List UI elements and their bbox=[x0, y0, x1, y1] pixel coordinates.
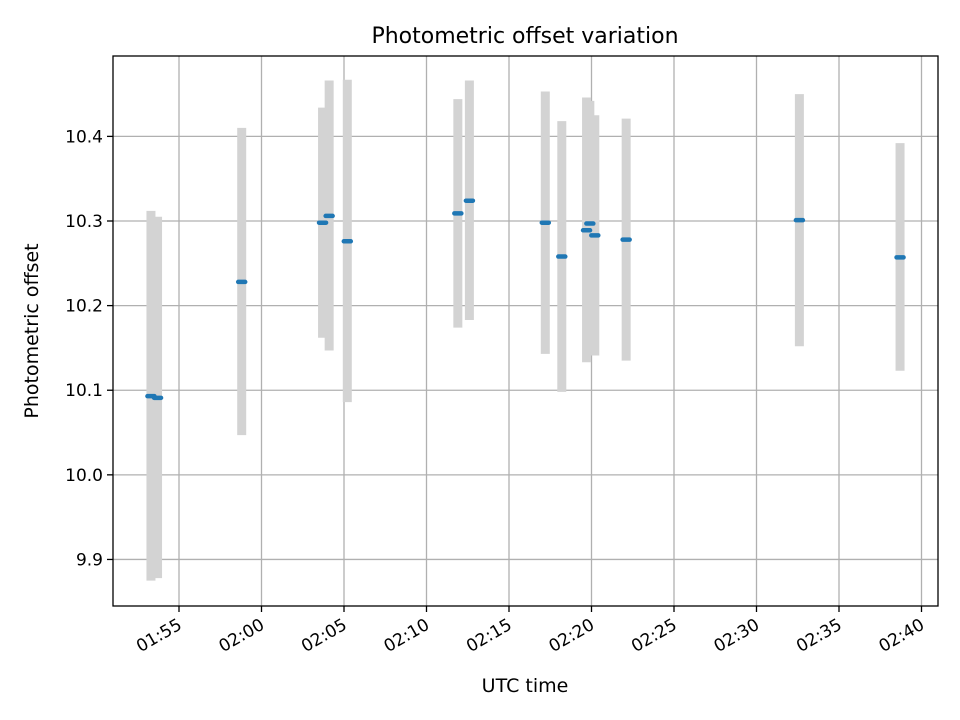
data-points bbox=[145, 198, 906, 401]
y-tick-label: 10.3 bbox=[65, 212, 103, 232]
y-tick-label: 10.4 bbox=[65, 127, 103, 147]
x-axis-label: UTC time bbox=[482, 675, 569, 697]
plot-area-frame bbox=[112, 55, 939, 607]
y-tick-label: 10.2 bbox=[65, 297, 103, 317]
y-tick-label: 9.9 bbox=[76, 550, 103, 570]
y-tick-label: 10.0 bbox=[65, 466, 103, 486]
y-axis-label: Photometric offset bbox=[21, 243, 43, 418]
y-tick-label: 10.1 bbox=[65, 381, 103, 401]
chart-title: Photometric offset variation bbox=[371, 24, 678, 49]
y-axis-ticks: 9.9 10.0 10.1 10.2 10.3 10.4 bbox=[65, 127, 113, 570]
